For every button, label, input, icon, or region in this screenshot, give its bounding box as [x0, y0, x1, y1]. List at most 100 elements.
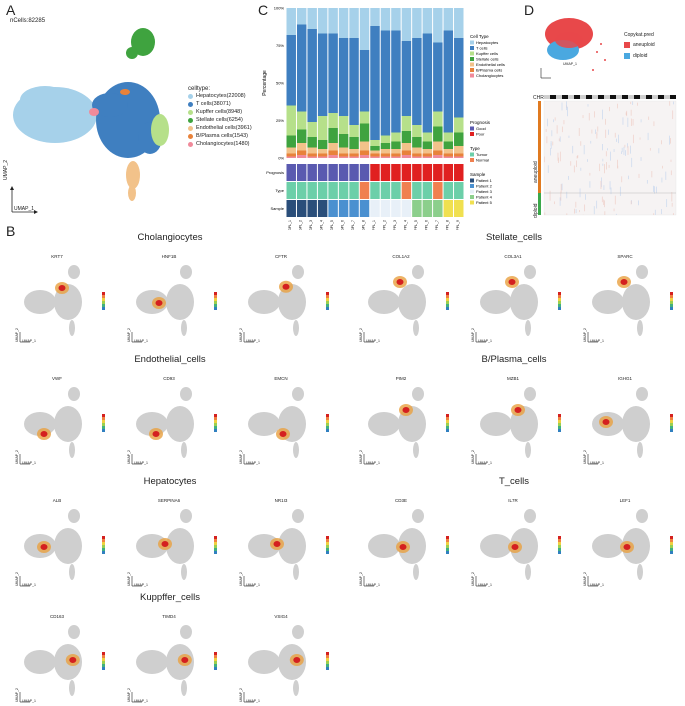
umap-bplasma	[120, 89, 130, 95]
cnv-signal	[672, 110, 673, 119]
umap-copykat-plot	[535, 10, 615, 82]
annotation-cell	[318, 182, 327, 199]
colorbar-segment	[326, 652, 329, 655]
cnv-signal	[584, 145, 585, 154]
bar-segment	[328, 128, 337, 143]
cnv-signal	[602, 110, 603, 120]
expression-hotspot	[69, 657, 76, 663]
cnv-signal	[653, 213, 654, 215]
bar-segment	[433, 127, 442, 142]
gene-label: COL1A2	[366, 254, 436, 259]
bar-segment	[391, 157, 400, 159]
chr-segment	[610, 95, 616, 99]
gene-label: TIMD4	[134, 614, 204, 619]
cnv-signal	[572, 146, 573, 153]
umap-silhouette	[181, 564, 187, 580]
annotation-cell	[454, 182, 463, 199]
annotation-cell	[328, 182, 337, 199]
legend-swatch	[188, 126, 193, 131]
umap-silhouette	[69, 564, 75, 580]
cnv-signal	[608, 130, 609, 135]
bar-segment	[370, 26, 379, 140]
sample-tick-label: PPL_2	[382, 220, 386, 230]
cnv-signal	[564, 120, 565, 124]
colorbar-segment	[670, 420, 673, 423]
cnv-signal	[590, 141, 591, 144]
annotation-cell	[391, 164, 400, 181]
umap-silhouette	[636, 509, 648, 523]
cnv-signal	[548, 165, 549, 173]
chart-legend-title: Cell Type	[470, 34, 489, 39]
cnv-signal	[554, 201, 555, 204]
cnv-signal	[592, 130, 593, 134]
annotation-cell	[307, 200, 316, 217]
colorbar-segment	[446, 298, 449, 301]
celltype-legend-item: B/Plasma cells(1543)	[188, 132, 252, 140]
chart-legend-swatch	[470, 46, 474, 50]
colorbar-segment	[214, 542, 217, 545]
cnv-signal	[553, 119, 554, 122]
umap-silhouette	[180, 509, 192, 523]
bar-segment	[402, 131, 411, 143]
colorbar-segment	[214, 655, 217, 658]
sample-tick-label: GPL_7	[351, 220, 355, 230]
annotation-cell	[402, 182, 411, 199]
bar-segment	[349, 8, 358, 38]
gene-label: PIM2	[366, 376, 436, 381]
legend-swatch	[188, 134, 193, 139]
expression-hotspot	[397, 279, 404, 285]
bar-segment	[360, 142, 369, 151]
colorbar-segment	[558, 551, 561, 554]
cnv-signal	[654, 186, 655, 193]
copykat-legend-item: diploid	[624, 51, 655, 60]
bar-segment	[297, 143, 306, 151]
cnv-signal	[562, 184, 563, 191]
axis-x-label: UMAP_1	[478, 339, 492, 343]
chart-legend-swatch	[470, 132, 474, 136]
colorbar-segment	[558, 295, 561, 298]
bar-segment	[297, 151, 306, 156]
cnv-signal	[616, 139, 617, 142]
umap-hepatocytes	[13, 86, 97, 143]
colorbar-segment	[102, 542, 105, 545]
annotation-cell	[360, 182, 369, 199]
umap-silhouette	[637, 564, 643, 580]
umap-silhouette	[68, 265, 80, 279]
cnv-signal	[626, 112, 627, 115]
bar-segment	[318, 149, 327, 154]
colorbar-segment	[214, 295, 217, 298]
sample-tick-label: GPL_3	[309, 220, 313, 230]
cnv-signal	[577, 156, 578, 159]
bar-segment	[297, 155, 306, 158]
colorbar-segment	[214, 414, 217, 417]
colorbar-segment	[326, 545, 329, 548]
cnv-signal	[604, 200, 605, 207]
chart-legend-swatch	[470, 195, 474, 199]
cnv-signal	[631, 119, 632, 126]
feature-plot	[242, 622, 346, 706]
axis-x-label: UMAP_1	[246, 461, 260, 465]
colorbar-segment	[214, 417, 217, 420]
chr-segment	[574, 95, 580, 99]
umap-silhouette	[293, 564, 299, 580]
chart-legend-label: Normal	[476, 158, 489, 163]
sample-tick-label: PPL_8	[445, 220, 449, 230]
legend-swatch	[188, 102, 193, 107]
gene-label: CD163	[22, 614, 92, 619]
bar-segment	[402, 8, 411, 41]
bar-segment	[307, 148, 316, 154]
bar-segment	[391, 133, 400, 142]
gene-label: ALB	[22, 498, 92, 503]
cnv-signal	[606, 162, 607, 169]
cnv-signal	[672, 192, 673, 201]
chr-segment	[586, 95, 592, 99]
cnv-signal	[574, 209, 575, 214]
copykat-legend-item: aneuploid	[624, 40, 655, 49]
colorbar-segment	[558, 548, 561, 551]
annotation-cell	[391, 182, 400, 199]
legend-label: Endothelial cells(3961)	[196, 125, 252, 131]
bar-segment	[381, 157, 390, 159]
chr-segment	[598, 95, 604, 99]
legend-label: Hepatocytes(22008)	[196, 93, 246, 99]
colorbar-segment	[446, 545, 449, 548]
